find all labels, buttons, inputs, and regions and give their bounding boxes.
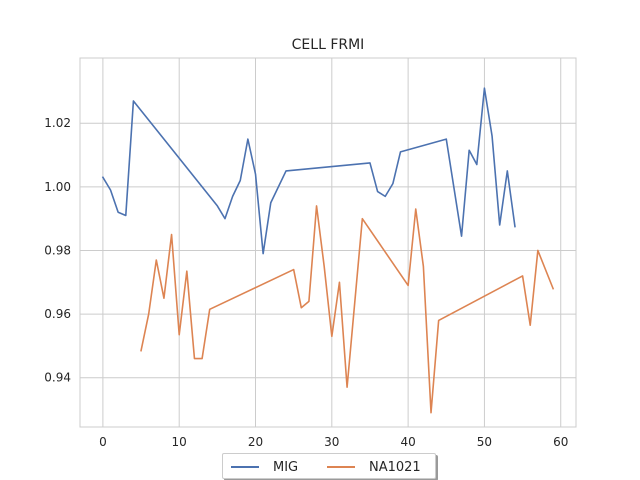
y-tick-label: 1.02	[44, 116, 71, 130]
x-tick-label: 20	[248, 435, 263, 449]
series-lines	[101, 87, 555, 414]
y-tick-label: 0.94	[44, 371, 71, 385]
y-axis-ticks: 0.94 0.96 0.98 1.00 1.02	[44, 116, 71, 384]
chart-title: CELL FRMI	[292, 37, 365, 53]
x-tick-label: 0	[99, 435, 107, 449]
chart-legend: MIG NA1021	[222, 453, 436, 479]
legend-label-na1021: NA1021	[369, 459, 421, 475]
series-line-na1021	[140, 205, 555, 414]
x-tick-label: 50	[477, 435, 492, 449]
x-axis-ticks: 0 10 20 30 40 50 60	[99, 435, 568, 449]
x-tick-label: 10	[172, 435, 187, 449]
x-tick-label: 30	[324, 435, 339, 449]
y-tick-label: 1.00	[44, 180, 71, 194]
series-line-mig	[101, 87, 516, 255]
legend-swatch-mig	[231, 466, 259, 468]
plot-area	[79, 57, 577, 428]
legend-swatch-na1021	[327, 466, 355, 468]
y-tick-label: 0.98	[44, 243, 71, 257]
legend-entry-mig: MIG	[231, 457, 298, 477]
grid-lines	[80, 58, 576, 427]
legend-entry-na1021: NA1021	[327, 457, 421, 477]
x-tick-label: 40	[400, 435, 415, 449]
x-tick-label: 60	[553, 435, 568, 449]
legend-label-mig: MIG	[273, 459, 299, 475]
y-tick-label: 0.96	[44, 307, 71, 321]
